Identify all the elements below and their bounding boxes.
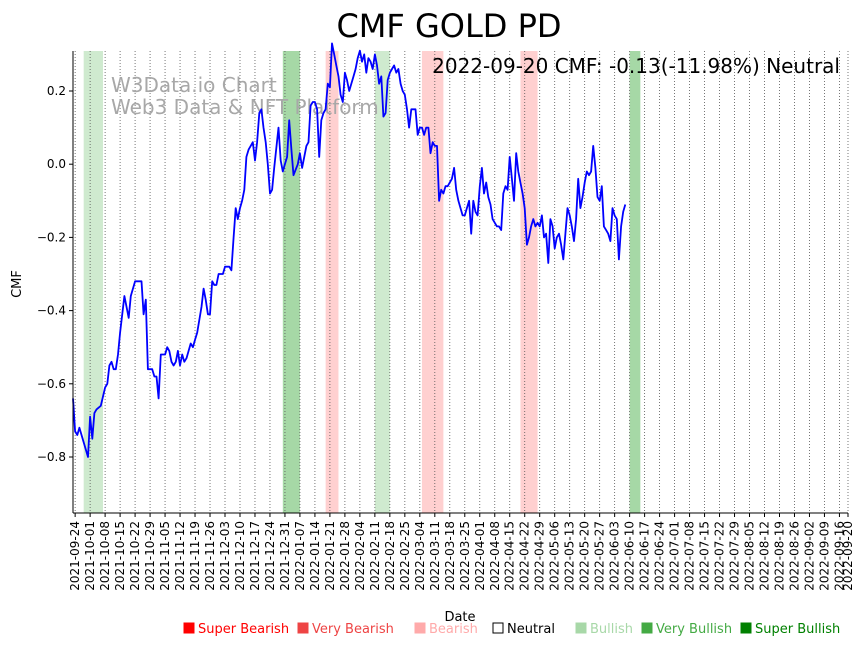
x-tick-label-2021-10-01: 2021-10-01 xyxy=(83,521,97,591)
cmf-annotation: 2022-09-20 CMF: -0.13(-11.98%) Neutral xyxy=(432,54,840,78)
shaded-region-very-bullish-1 xyxy=(282,51,300,513)
chart-title: CMF GOLD PD xyxy=(336,7,561,45)
x-tick-label-2022-08-26: 2022-08-26 xyxy=(787,521,801,591)
x-tick-label-2021-12-24: 2021-12-24 xyxy=(263,521,277,591)
shaded-regions xyxy=(83,51,641,513)
x-tick-label-2021-10-08: 2021-10-08 xyxy=(98,521,112,591)
x-tick-label-2022-05-06: 2022-05-06 xyxy=(548,521,562,591)
x-tick-label-2022-05-27: 2022-05-27 xyxy=(593,521,607,591)
legend-label-bullish: Bullish xyxy=(590,622,633,637)
x-tick-label-2022-08-05: 2022-08-05 xyxy=(743,521,757,591)
y-axis-label: CMF xyxy=(10,270,25,298)
legend-label-bearish: Bearish xyxy=(429,622,478,637)
x-axis-ticks: 2021-09-24 2021-10-01 2021-10-08 2021-10-15… xyxy=(68,513,855,591)
y-tick-label-3: −0.2 xyxy=(37,230,66,244)
x-tick-label-2021-11-19: 2021-11-19 xyxy=(188,521,202,591)
x-tick-label-2022-03-25: 2022-03-25 xyxy=(458,521,472,591)
x-tick-label-2022-02-04: 2022-02-04 xyxy=(353,521,367,591)
x-tick-label-2021-09-24: 2021-09-24 xyxy=(68,521,82,591)
legend-swatch-very-bullish xyxy=(641,622,653,634)
watermark-line-2: Web3 Data & NFT Platform xyxy=(111,95,379,119)
legend-swatch-bullish xyxy=(575,622,587,634)
x-tick-label-2022-02-25: 2022-02-25 xyxy=(398,521,412,591)
x-tick-label-2022-07-08: 2022-07-08 xyxy=(683,521,697,591)
x-tick-label-2022-01-14: 2022-01-14 xyxy=(308,521,322,591)
y-tick-label-0: −0.8 xyxy=(37,450,66,464)
shaded-region-bearish-2 xyxy=(325,51,339,513)
x-tick-label-2022-03-04: 2022-03-04 xyxy=(413,521,427,591)
y-tick-label-1: −0.6 xyxy=(37,377,66,391)
x-tick-label-2022-09-02: 2022-09-02 xyxy=(802,521,816,591)
x-tick-label-2021-12-10: 2021-12-10 xyxy=(233,521,247,591)
x-tick-label-2022-02-11: 2022-02-11 xyxy=(368,521,382,591)
legend-swatch-super-bearish xyxy=(183,622,195,634)
x-tick-label-2022-04-22: 2022-04-22 xyxy=(518,521,532,591)
x-tick-label-2022-04-15: 2022-04-15 xyxy=(503,521,517,591)
y-tick-label-4: 0.0 xyxy=(47,157,66,171)
x-tick-label-2022-06-24: 2022-06-24 xyxy=(653,521,667,591)
legend-label-very-bullish: Very Bullish xyxy=(656,622,732,637)
x-tick-label-2022-07-29: 2022-07-29 xyxy=(728,521,742,591)
legend-label-very-bearish: Very Bearish xyxy=(312,622,394,637)
x-tick-label-2022-07-22: 2022-07-22 xyxy=(713,521,727,591)
x-tick-label-2021-12-03: 2021-12-03 xyxy=(218,521,232,591)
x-tick-label-2022-03-18: 2022-03-18 xyxy=(443,521,457,591)
legend-swatch-bearish xyxy=(414,622,426,634)
legend-label-super-bearish: Super Bearish xyxy=(198,622,289,637)
x-tick-label-2022-08-19: 2022-08-19 xyxy=(772,521,786,591)
y-tick-label-2: −0.4 xyxy=(37,304,66,318)
x-tick-label-2022-07-01: 2022-07-01 xyxy=(668,521,682,591)
x-tick-label-2022-01-07: 2022-01-07 xyxy=(293,521,307,591)
legend-label-neutral: Neutral xyxy=(507,622,555,637)
x-tick-label-2021-11-12: 2021-11-12 xyxy=(173,521,187,591)
cmf-series-line xyxy=(72,42,627,458)
x-tick-label-2022-09-16: 2022-09-16 xyxy=(832,521,846,591)
x-tick-label-2021-10-15: 2021-10-15 xyxy=(113,521,127,591)
x-tick-label-2022-06-17: 2022-06-17 xyxy=(638,521,652,591)
x-tick-label-2022-06-03: 2022-06-03 xyxy=(608,521,622,591)
legend-swatch-neutral xyxy=(492,622,504,634)
x-tick-label-2022-08-12: 2022-08-12 xyxy=(758,521,772,591)
legend-swatch-super-bullish xyxy=(740,622,752,634)
shaded-region-bearish-5 xyxy=(520,51,538,513)
x-tick-label-2022-04-29: 2022-04-29 xyxy=(533,521,547,591)
x-tick-label-2022-07-15: 2022-07-15 xyxy=(698,521,712,591)
x-tick-label-2022-03-11: 2022-03-11 xyxy=(428,521,442,591)
vertical-gridlines xyxy=(74,51,849,513)
watermark-line-1: W3Data.io Chart xyxy=(111,73,277,97)
x-tick-label-2021-10-29: 2021-10-29 xyxy=(143,521,157,591)
legend-label-super-bullish: Super Bullish xyxy=(755,622,840,637)
x-tick-label-2022-01-28: 2022-01-28 xyxy=(338,521,352,591)
legend-swatch-very-bearish xyxy=(297,622,309,634)
x-tick-label-2022-09-09: 2022-09-09 xyxy=(817,521,831,591)
shaded-region-bullish-3 xyxy=(374,51,390,513)
shaded-region-bullish-0 xyxy=(83,51,103,513)
x-tick-label-2021-10-22: 2021-10-22 xyxy=(128,521,142,591)
x-tick-label-2022-09-20: 2022-09-20 xyxy=(841,521,855,591)
x-tick-label-2022-05-13: 2022-05-13 xyxy=(563,521,577,591)
y-axis-ticks: −0.8 −0.6 −0.4 −0.2 0.0 0.2 xyxy=(37,84,73,464)
signal-legend: Super Bearish Very Bearish Bearish Neutral B… xyxy=(183,622,840,637)
x-tick-label-2022-04-08: 2022-04-08 xyxy=(488,521,502,591)
shaded-region-bearish-4 xyxy=(421,51,444,513)
x-axis-label: Date xyxy=(444,610,475,625)
shaded-region-very-bullish-6 xyxy=(629,51,641,513)
x-tick-label-2021-11-26: 2021-11-26 xyxy=(203,521,217,591)
x-tick-label-2022-01-21: 2022-01-21 xyxy=(323,521,337,591)
y-tick-label-5: 0.2 xyxy=(47,84,66,98)
x-tick-label-2022-02-18: 2022-02-18 xyxy=(383,521,397,591)
x-tick-label-2022-05-20: 2022-05-20 xyxy=(578,521,592,591)
x-tick-label-2021-11-05: 2021-11-05 xyxy=(158,521,172,591)
x-tick-label-2022-04-01: 2022-04-01 xyxy=(473,521,487,591)
watermark: W3Data.io Chart Web3 Data & NFT Platform xyxy=(111,73,379,119)
x-tick-label-2021-12-31: 2021-12-31 xyxy=(278,521,292,591)
x-tick-label-2022-06-10: 2022-06-10 xyxy=(623,521,637,591)
x-tick-label-2021-12-17: 2021-12-17 xyxy=(248,521,262,591)
